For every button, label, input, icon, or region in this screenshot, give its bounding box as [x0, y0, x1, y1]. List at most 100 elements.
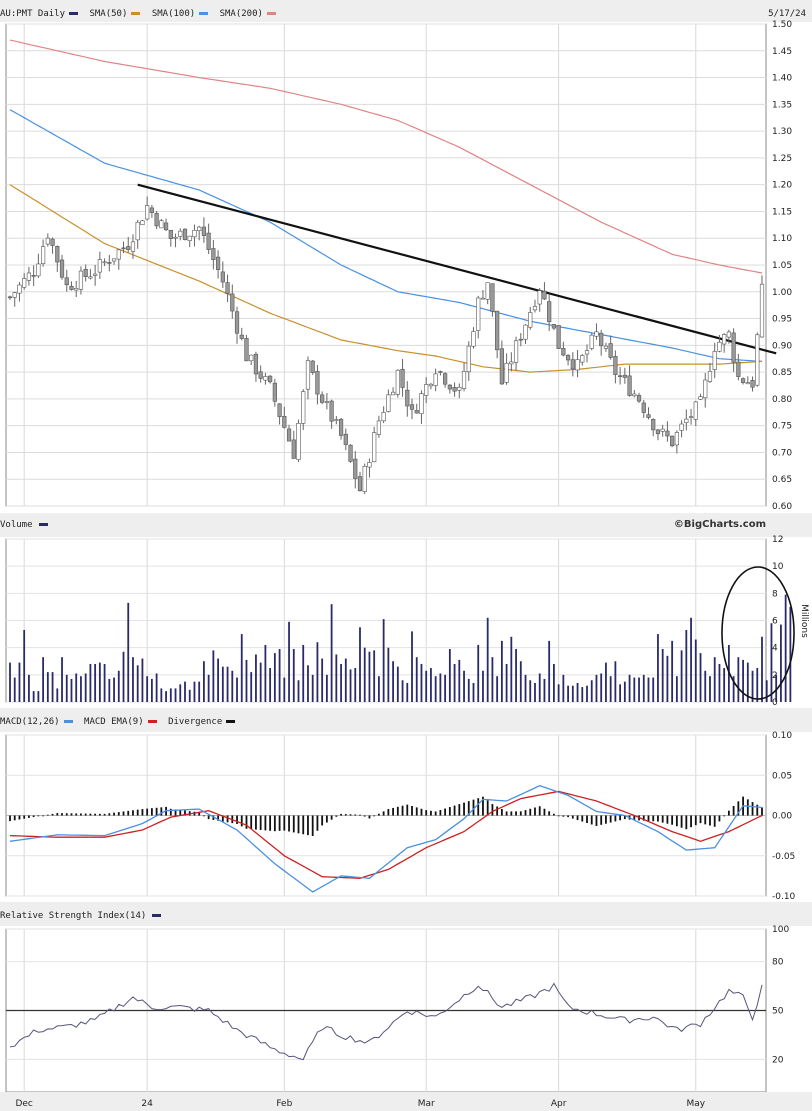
candle: [698, 393, 703, 400]
candle-body: [111, 258, 117, 262]
candle: [726, 329, 731, 344]
price-tick-label: 1.45: [772, 47, 792, 57]
divergence-bar: [751, 802, 754, 816]
candle-body: [145, 205, 150, 220]
candle: [618, 367, 623, 385]
candle: [509, 352, 514, 372]
divergence-bar: [307, 815, 309, 836]
price-tick-label: 0.70: [772, 448, 792, 458]
candle-body: [168, 229, 173, 239]
bigcharts-brand: ©BigCharts.com: [673, 519, 766, 530]
candle-body: [197, 226, 202, 231]
candle-body: [575, 359, 580, 371]
volume-bar: [103, 663, 106, 702]
symbol-swatch: [69, 12, 79, 15]
volume-bar: [174, 688, 177, 702]
divergence-bar: [245, 815, 248, 829]
candle: [641, 399, 646, 418]
volume-bar: [165, 691, 167, 702]
candle: [102, 258, 107, 267]
candle: [599, 329, 604, 356]
candle: [291, 430, 296, 459]
candle: [272, 378, 277, 407]
header-bar: [0, 0, 812, 22]
volume-bar: [259, 662, 262, 702]
divergence-bar: [23, 815, 26, 819]
candle: [684, 409, 689, 431]
volume-bar: [396, 666, 399, 702]
divergence-bar: [113, 812, 115, 816]
candle-body: [750, 379, 755, 388]
candle: [551, 324, 556, 331]
volume-bar: [586, 685, 588, 702]
candle: [121, 241, 126, 254]
candle-body: [159, 220, 164, 229]
volume-bar: [609, 676, 612, 702]
volume-bar: [581, 687, 584, 702]
volume-bar: [9, 662, 11, 702]
volume-bar: [32, 691, 35, 702]
volume-bar: [23, 630, 26, 702]
candle-body: [192, 229, 197, 238]
candle: [301, 389, 306, 431]
candle-body: [74, 288, 79, 291]
volume-bar: [401, 680, 404, 702]
divergence-bar: [633, 815, 636, 821]
candle-body: [116, 249, 121, 260]
candle: [584, 344, 590, 363]
volume-bar: [709, 676, 711, 702]
divergence-bar: [378, 813, 380, 816]
divergence-bar: [103, 813, 106, 816]
rsi-tick-label: 100: [772, 925, 789, 935]
candle-body: [178, 230, 183, 237]
price-tick-label: 1.15: [772, 207, 792, 217]
volume-bar: [623, 681, 626, 702]
divergence-bar: [264, 815, 267, 831]
volume-bar: [184, 681, 186, 702]
candle: [381, 406, 386, 424]
rsi-tick-label: 80: [772, 958, 784, 968]
volume-bar: [453, 663, 456, 702]
divergence-bar: [448, 807, 451, 816]
candle-body: [315, 371, 320, 395]
volume-bar: [207, 674, 210, 702]
candle: [499, 340, 504, 385]
candle: [362, 463, 367, 495]
candle-body: [22, 278, 27, 288]
volume-bar: [472, 682, 475, 702]
volume-bar: [690, 617, 692, 702]
candle: [282, 406, 287, 429]
divergence-bar: [330, 815, 333, 820]
divergence-bar: [699, 815, 702, 824]
candle: [428, 382, 434, 390]
divergence-bar: [675, 815, 678, 827]
candle: [400, 358, 405, 397]
volume-bar: [273, 653, 276, 702]
price-tick-label: 1.35: [772, 100, 792, 110]
divergence-bar: [207, 815, 210, 820]
volume-bar: [141, 658, 144, 702]
volume-bar: [515, 649, 517, 702]
volume-bar: [221, 666, 224, 702]
candle: [490, 283, 495, 317]
divergence-bar: [482, 796, 484, 816]
volume-bar: [179, 684, 182, 702]
candle: [542, 282, 547, 301]
candle: [206, 223, 211, 255]
candle-body: [230, 293, 235, 312]
divergence-bar: [368, 815, 371, 819]
volume-bar: [534, 682, 536, 702]
divergence-bar: [496, 806, 499, 816]
divergence-bar: [732, 805, 735, 816]
candle: [603, 342, 609, 352]
candle-body: [632, 393, 637, 397]
volume-bar: [420, 663, 423, 702]
candle-body: [348, 444, 353, 462]
candle: [580, 354, 585, 366]
divergence-bar: [756, 804, 759, 816]
volume-bar: [657, 634, 659, 702]
candle-body: [216, 256, 221, 270]
candle-body: [36, 263, 41, 277]
volume-bar: [108, 678, 111, 702]
candle-body: [372, 432, 377, 463]
